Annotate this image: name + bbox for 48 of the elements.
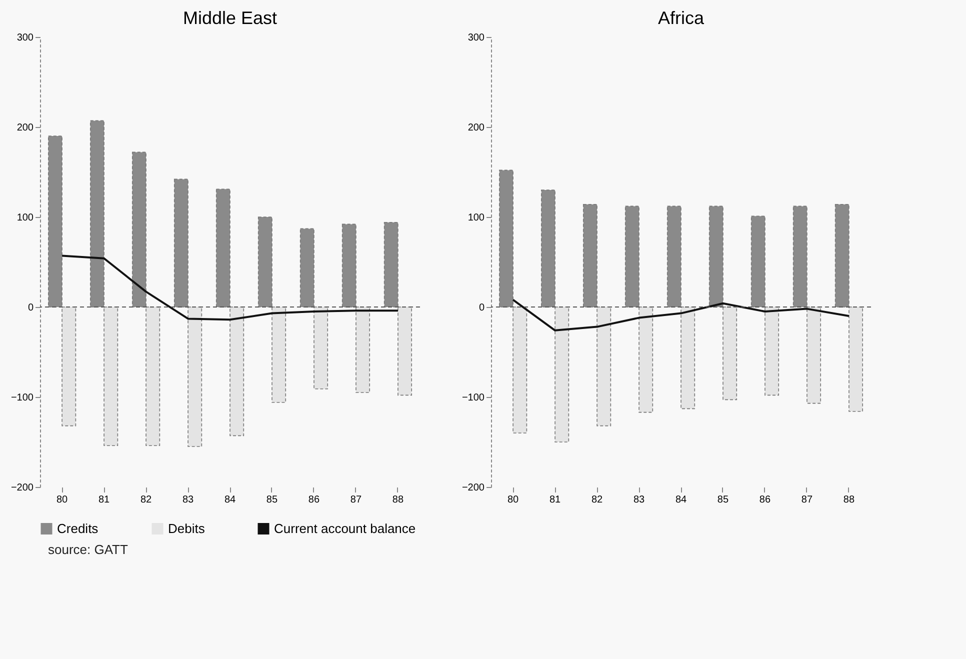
chart-title: Africa — [658, 8, 705, 28]
bar — [680, 306, 696, 410]
x-tick-label: 85 — [717, 494, 729, 506]
y-tick-label: −200 — [462, 482, 485, 494]
x-tick-label: 86 — [308, 494, 320, 506]
line-series — [61, 254, 399, 321]
bar — [666, 206, 682, 308]
x-tick-label: 83 — [633, 494, 646, 506]
x-tick-label: 83 — [182, 494, 194, 506]
legend-label: Credits — [57, 520, 99, 536]
bar — [792, 206, 808, 308]
x-tick-label: 86 — [759, 494, 771, 506]
bar — [499, 170, 514, 308]
x-tick-label: 87 — [350, 494, 362, 506]
x-tick-label: 85 — [266, 494, 278, 506]
x-tick-label: 88 — [392, 494, 404, 506]
y-tick-label: −100 — [10, 392, 34, 404]
y-tick-label: 200 — [16, 122, 34, 134]
source-note: source: GATT — [47, 542, 129, 557]
line-series — [512, 298, 850, 332]
bar — [90, 120, 104, 308]
y-tick-label: 200 — [468, 122, 485, 134]
y-tick-label: 300 — [16, 32, 34, 44]
x-tick-label: 81 — [549, 494, 562, 506]
x-tick-label: 81 — [98, 494, 110, 506]
y-tick-label: 100 — [16, 212, 34, 224]
bar — [806, 306, 822, 404]
bar — [104, 306, 118, 446]
y-tick-label: −100 — [462, 392, 485, 404]
legend-label: Current account balance — [274, 520, 416, 536]
y-tick-label: −200 — [10, 482, 34, 494]
chart-title: Middle East — [182, 8, 278, 28]
bar — [512, 306, 528, 434]
x-tick-label: 84 — [224, 494, 236, 506]
x-tick-label: 84 — [675, 494, 687, 506]
y-tick-label: 300 — [468, 32, 485, 44]
y-tick-label: 0 — [28, 302, 34, 314]
x-tick-label: 87 — [801, 494, 813, 506]
y-tick-label: 0 — [478, 302, 485, 314]
bar — [62, 306, 76, 426]
x-tick-label: 80 — [507, 494, 520, 506]
bar — [48, 136, 62, 308]
x-tick-label: 82 — [591, 494, 604, 506]
x-tick-label: 88 — [843, 494, 855, 506]
x-tick-label: 82 — [140, 494, 152, 506]
legend-label: Debits — [168, 520, 206, 536]
y-tick-label: 100 — [468, 212, 485, 224]
x-tick-label: 80 — [56, 494, 68, 506]
